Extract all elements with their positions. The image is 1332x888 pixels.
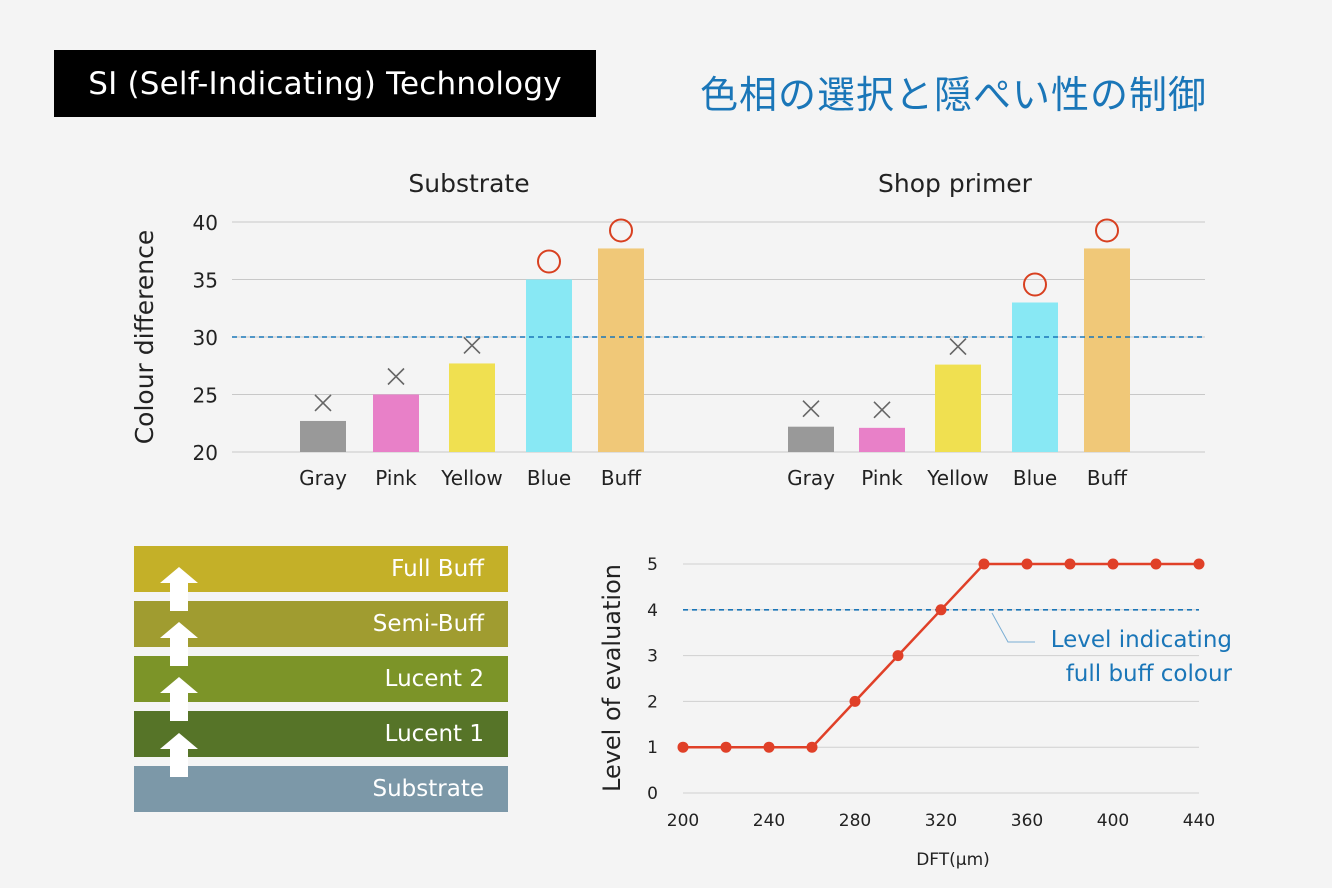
fail-mark bbox=[873, 401, 891, 419]
y-tick-label: 0 bbox=[647, 784, 658, 804]
fail-mark bbox=[387, 367, 405, 386]
bar bbox=[1084, 248, 1130, 452]
fail-mark bbox=[314, 394, 332, 412]
annotation-text: Level indicating bbox=[1051, 627, 1232, 653]
annotation-leader bbox=[991, 612, 1035, 643]
bar bbox=[300, 420, 346, 452]
bar bbox=[449, 363, 495, 452]
y-tick-label: 2 bbox=[647, 692, 658, 712]
layer-lucent-2: Lucent 2 bbox=[134, 656, 508, 702]
y-tick-label: 30 bbox=[193, 326, 218, 350]
x-tick-label: Yellow bbox=[440, 466, 503, 490]
x-tick-label: Blue bbox=[1013, 466, 1057, 490]
data-point bbox=[1021, 558, 1033, 570]
layer-lucent-1: Lucent 1 bbox=[134, 711, 508, 757]
y-tick-label: 1 bbox=[647, 738, 658, 758]
x-tick-label: Gray bbox=[299, 466, 347, 490]
x-tick-label: 360 bbox=[1011, 811, 1043, 831]
bar bbox=[859, 427, 905, 452]
data-point bbox=[1193, 558, 1205, 570]
y-tick-label: 4 bbox=[647, 601, 658, 621]
x-tick-label: Pink bbox=[375, 466, 417, 490]
x-tick-label: Pink bbox=[861, 466, 903, 490]
y-axis-label: Level of evaluation bbox=[598, 564, 626, 792]
up-arrow-icon bbox=[160, 733, 198, 777]
up-arrow-icon bbox=[160, 677, 198, 721]
layer-semi-buff: Semi-Buff bbox=[134, 601, 508, 647]
layer-substrate: Substrate bbox=[134, 766, 508, 812]
up-arrow-icon bbox=[160, 622, 198, 666]
x-tick-label: Blue bbox=[527, 466, 571, 490]
chart-title: Shop primer bbox=[878, 169, 1033, 198]
annotation-text: full buff colour bbox=[1066, 661, 1233, 687]
data-point bbox=[720, 741, 732, 753]
bar bbox=[373, 394, 419, 452]
fail-mark bbox=[949, 338, 967, 356]
x-tick-label: 280 bbox=[839, 811, 871, 831]
fail-mark bbox=[463, 336, 481, 355]
data-point bbox=[763, 741, 775, 753]
data-point bbox=[1064, 558, 1076, 570]
x-tick-label: 240 bbox=[753, 811, 785, 831]
pass-mark bbox=[609, 218, 633, 243]
up-arrow-icon bbox=[160, 567, 198, 611]
y-tick-label: 5 bbox=[647, 555, 658, 575]
x-axis-label: DFT(μm) bbox=[916, 850, 990, 870]
y-tick-label: 25 bbox=[193, 384, 218, 408]
bar bbox=[1012, 302, 1058, 452]
bar bbox=[526, 279, 572, 452]
y-tick-label: 3 bbox=[647, 647, 658, 667]
data-point bbox=[806, 741, 818, 753]
page-subtitle: 色相の選択と隠ぺい性の制御 bbox=[700, 73, 1208, 117]
bar bbox=[935, 364, 981, 452]
data-point bbox=[1107, 558, 1119, 570]
data-point bbox=[892, 650, 904, 662]
y-axis-label: Colour difference bbox=[130, 230, 159, 445]
x-tick-label: Buff bbox=[601, 466, 642, 490]
y-tick-label: 40 bbox=[193, 211, 218, 235]
x-tick-label: Gray bbox=[787, 466, 835, 490]
x-tick-label: Yellow bbox=[926, 466, 989, 490]
x-tick-label: 320 bbox=[925, 811, 957, 831]
bar bbox=[788, 426, 834, 452]
bar bbox=[598, 248, 644, 452]
pass-mark bbox=[1095, 218, 1119, 243]
page-title: SI (Self-Indicating) Technology bbox=[54, 50, 596, 117]
x-tick-label: Buff bbox=[1087, 466, 1128, 490]
x-tick-label: 200 bbox=[667, 811, 699, 831]
layer-full-buff: Full Buff bbox=[134, 546, 508, 592]
pass-mark bbox=[1023, 272, 1047, 297]
data-point bbox=[978, 558, 990, 570]
pass-mark bbox=[537, 249, 561, 274]
y-tick-label: 20 bbox=[193, 441, 218, 465]
y-tick-label: 35 bbox=[193, 269, 218, 293]
data-point bbox=[849, 695, 861, 707]
x-tick-label: 400 bbox=[1097, 811, 1129, 831]
data-point bbox=[935, 604, 947, 616]
x-tick-label: 440 bbox=[1183, 811, 1215, 831]
data-point bbox=[677, 741, 689, 753]
chart-title: Substrate bbox=[408, 169, 529, 198]
fail-mark bbox=[802, 400, 820, 418]
data-point bbox=[1150, 558, 1162, 570]
